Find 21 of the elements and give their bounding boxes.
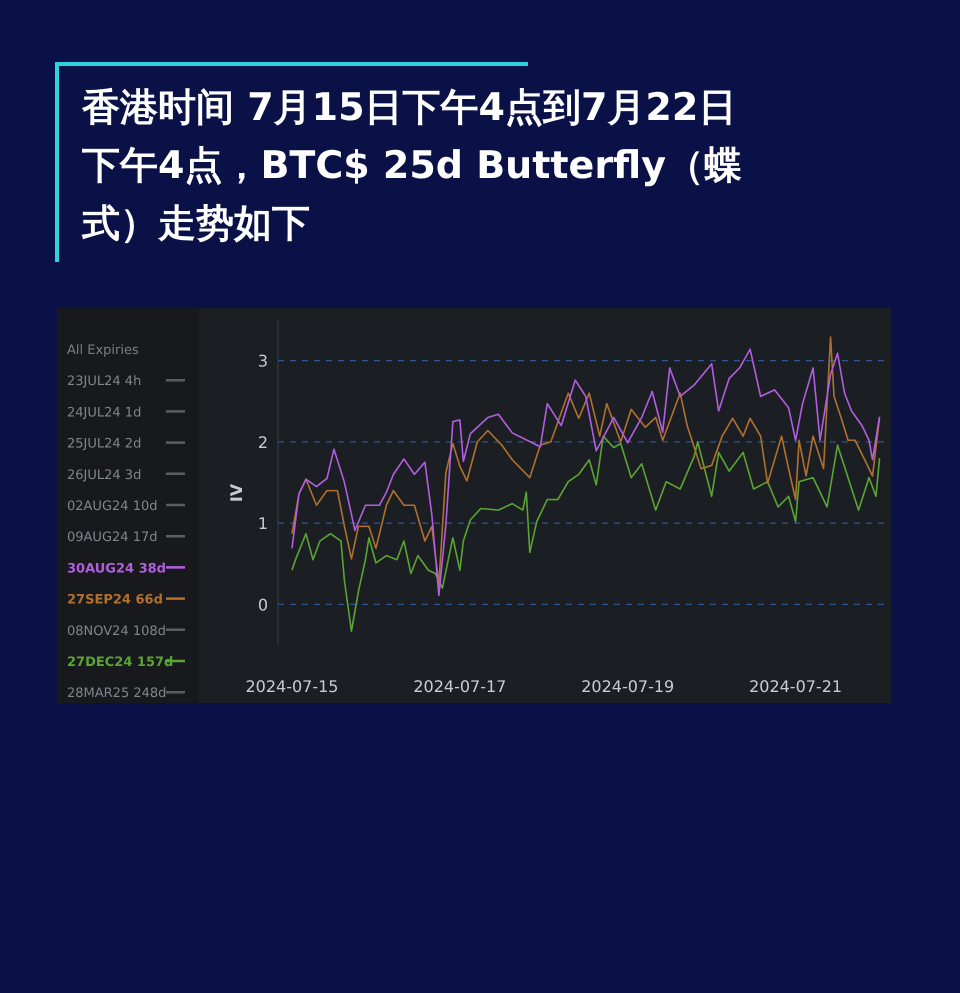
legend-label: 02AUG24 10d xyxy=(67,499,158,514)
x-tick-label: 2024-07-17 xyxy=(413,677,506,696)
x-tick-label: 2024-07-15 xyxy=(245,677,338,696)
y-axis-title: IV xyxy=(227,483,246,502)
y-tick-label: 3 xyxy=(258,352,268,371)
y-tick-label: 1 xyxy=(258,514,268,534)
legend-label: 09AUG24 17d xyxy=(67,530,158,546)
legend-label: 27SEP24 66d xyxy=(67,592,163,608)
legend-label: 25JUL24 2d xyxy=(67,436,142,452)
legend-label: 28MAR25 248d xyxy=(67,686,166,702)
legend-label: 08NOV24 108d xyxy=(67,624,166,639)
x-tick-label: 2024-07-19 xyxy=(581,677,674,696)
x-tick-label: 2024-07-21 xyxy=(749,677,842,696)
legend-label: 26JUL24 3d xyxy=(67,468,142,483)
legend-label: 30AUG24 38d xyxy=(67,561,166,576)
y-tick-label: 2 xyxy=(258,432,268,452)
y-tick-label: 0 xyxy=(258,595,268,614)
legend-label: 23JUL24 4h xyxy=(67,374,142,390)
legend-title: All Expiries xyxy=(67,343,139,358)
legend-label: 24JUL24 1d xyxy=(67,405,142,420)
chart-title: 香港时间 7月15日下午4点到7月22日下午4点，BTC$ 25d Butterfly（蝶式）走势如下 xyxy=(82,84,743,247)
